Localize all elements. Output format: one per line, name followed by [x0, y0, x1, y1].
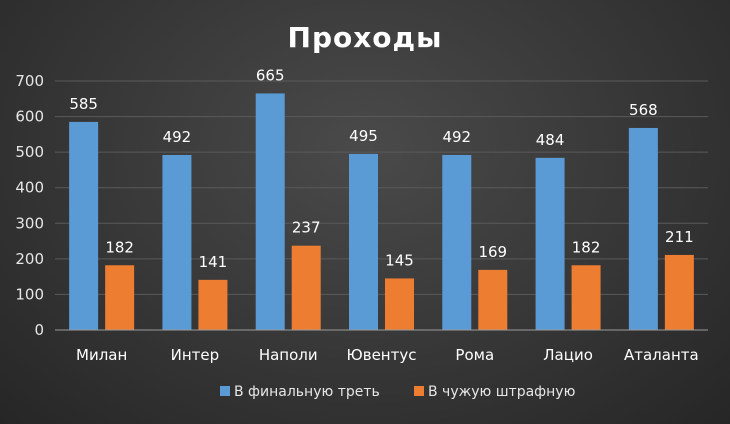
bar-penalty-area	[291, 245, 321, 330]
y-tick-label: 300	[15, 214, 44, 232]
bar-penalty-area	[385, 278, 414, 330]
x-tick-label: Интер	[171, 346, 220, 364]
bar-final-third	[535, 157, 565, 330]
bars: 585 182 492 141 665 237 495 145 492 169 484 182 568 2…	[69, 66, 694, 331]
data-label: 141	[199, 253, 228, 271]
x-tick-label: Ювентус	[347, 346, 417, 364]
x-axis: Милан Интер Наполи Ювентус Рома Лацио Аталанта	[55, 329, 708, 364]
bar-final-third	[162, 154, 192, 330]
bar-final-third	[628, 127, 658, 330]
data-label: 585	[69, 95, 98, 113]
data-label: 492	[163, 128, 192, 146]
bar-penalty-area	[105, 265, 135, 330]
y-tick-label: 200	[15, 250, 44, 268]
data-label: 182	[105, 238, 134, 256]
legend-swatch	[220, 386, 230, 396]
y-tick-label: 100	[15, 285, 44, 303]
bar-penalty-area	[664, 254, 694, 330]
bar-final-third	[349, 153, 378, 330]
data-label: 492	[442, 128, 471, 146]
bar-final-third	[442, 154, 472, 330]
legend-swatch	[414, 386, 424, 396]
chart-title: Проходы	[288, 21, 443, 54]
data-label: 237	[292, 219, 321, 237]
bar-penalty-area	[571, 265, 601, 330]
y-tick-label: 700	[15, 72, 44, 90]
x-tick-label: Лацио	[543, 346, 593, 364]
data-label: 568	[629, 101, 658, 119]
x-tick-label: Милан	[76, 346, 127, 364]
bar-penalty-area	[198, 279, 228, 330]
data-label: 484	[536, 131, 565, 149]
data-label: 145	[385, 251, 414, 269]
y-axis: 0 100 200 300 400 500 600 700	[15, 72, 44, 339]
bar-final-third	[69, 121, 99, 331]
x-tick-label: Наполи	[259, 346, 318, 364]
x-tick-label: Рома	[455, 346, 494, 364]
y-tick-label: 600	[15, 108, 44, 126]
y-tick-label: 400	[15, 179, 44, 197]
gridlines	[55, 80, 708, 295]
legend-label: В финальную треть	[234, 384, 380, 400]
data-label: 495	[349, 127, 378, 145]
data-label: 182	[572, 238, 601, 256]
bar-penalty-area	[478, 269, 508, 330]
y-tick-label: 500	[15, 143, 44, 161]
data-label: 665	[256, 66, 285, 84]
x-tick-label: Аталанта	[624, 346, 699, 364]
legend-label: В чужую штрафную	[428, 384, 576, 400]
data-label: 211	[665, 228, 694, 246]
legend: В финальную треть В чужую штрафную	[220, 384, 576, 400]
data-label: 169	[478, 243, 507, 261]
bar-final-third	[255, 93, 285, 330]
y-tick-label: 0	[34, 321, 44, 339]
